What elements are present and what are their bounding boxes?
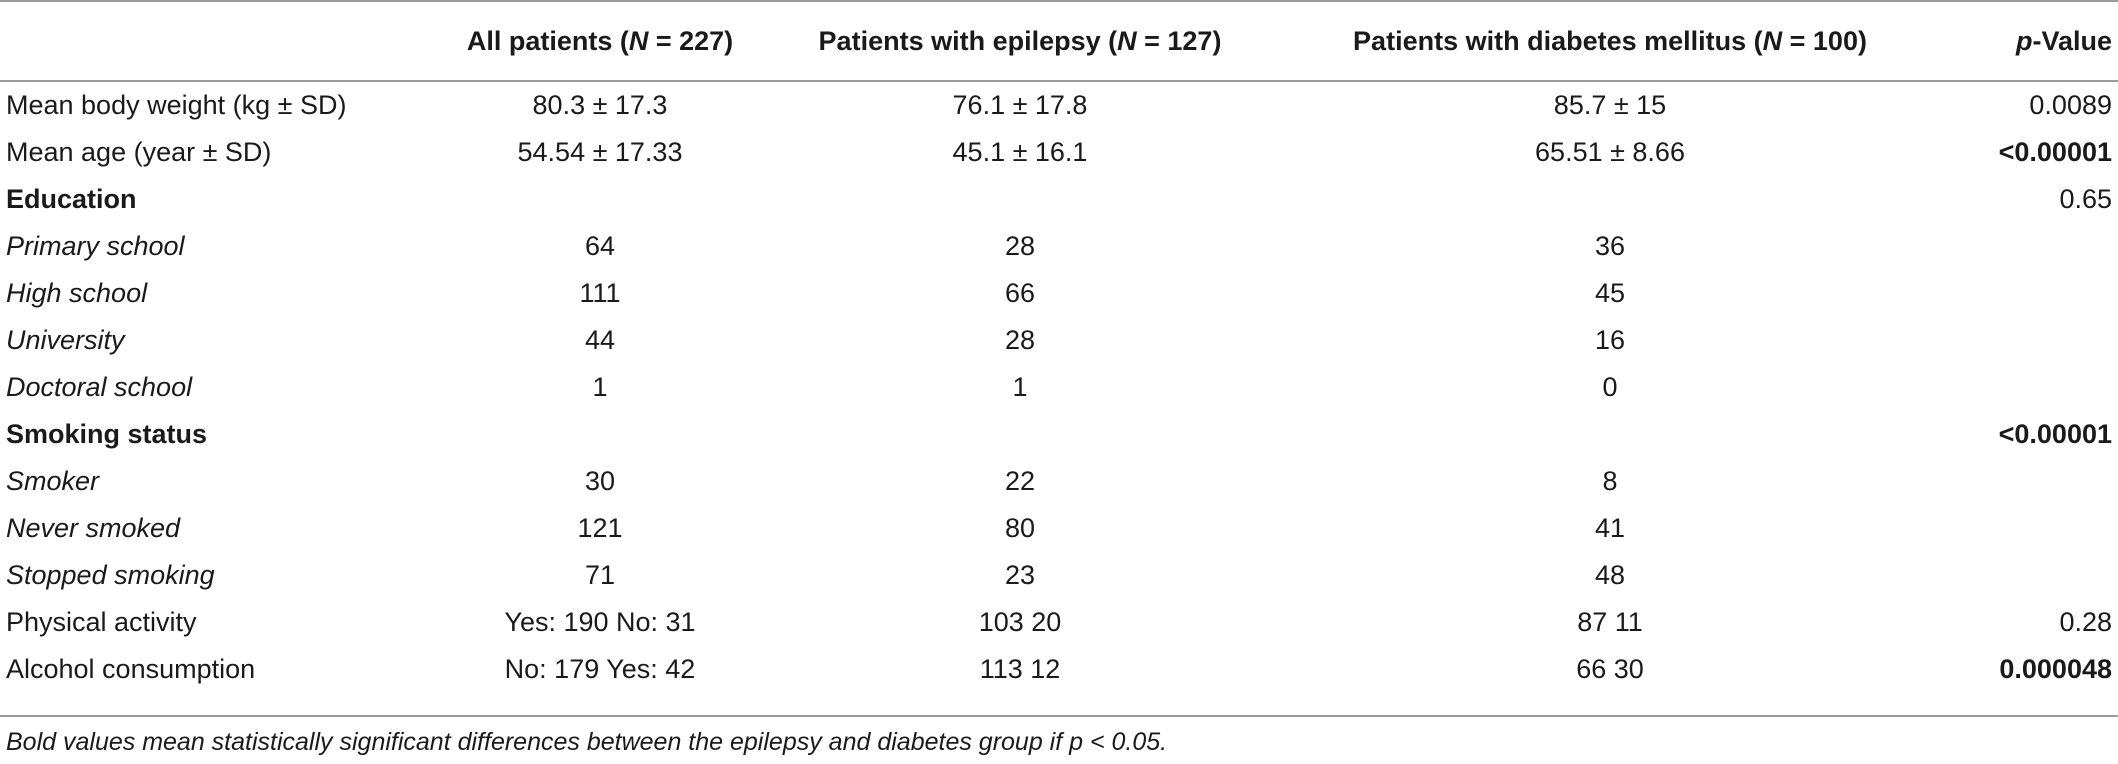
table-row: Mean age (year ± SD) 54.54 ± 17.33 45.1 … [0, 129, 2118, 176]
header-diabetes-patients: Patients with diabetes mellitus (N = 100… [1353, 25, 1867, 56]
header-empty-cell [0, 0, 400, 82]
cell-epilepsy: 66 [1004, 278, 1036, 308]
row-label: Alcohol consumption [6, 654, 256, 684]
table-header-row: All patients (N = 227) Patients with epi… [0, 0, 2118, 82]
table-footnote: Bold values mean statistically significa… [6, 728, 1168, 756]
cell-epilepsy [800, 176, 1240, 223]
cell-p-value [1980, 458, 2118, 505]
cell-all: 64 [584, 231, 616, 261]
row-label: University [6, 325, 125, 355]
cell-diabetes [1240, 176, 1980, 223]
cell-all [400, 411, 800, 458]
cell-diabetes: 45 [1594, 278, 1626, 308]
cell-all: 111 [579, 278, 621, 308]
cell-p-value: <0.00001 [1998, 419, 2112, 449]
section-label: Education [6, 184, 137, 214]
table-top-rule [0, 0, 2118, 2]
cell-all [400, 176, 800, 223]
cell-all: 71 [584, 560, 616, 590]
table-bottom-rule [0, 715, 2118, 717]
row-label: Smoker [6, 466, 100, 496]
cell-diabetes: 0 [1602, 372, 1618, 402]
table-row: University 44 28 16 [0, 317, 2118, 364]
table-row: High school 111 66 45 [0, 270, 2118, 317]
cell-all: 121 [577, 513, 623, 543]
cell-diabetes: 36 [1594, 231, 1626, 261]
cell-diabetes: 41 [1594, 513, 1626, 543]
cell-diabetes: 85.7 ± 15 [1553, 90, 1667, 120]
cell-all: 30 [584, 466, 616, 496]
cell-p-value: 0.0089 [2029, 90, 2112, 120]
header-p-value: p-Value [2015, 25, 2112, 56]
cell-epilepsy: 113 12 [979, 654, 1061, 684]
cell-epilepsy: 45.1 ± 16.1 [952, 137, 1088, 167]
cell-epilepsy: 80 [1004, 513, 1036, 543]
table-row: Mean body weight (kg ± SD) 80.3 ± 17.3 7… [0, 82, 2118, 129]
cell-p-value [1980, 552, 2118, 599]
cell-epilepsy: 76.1 ± 17.8 [952, 90, 1088, 120]
table-row: Primary school 64 28 36 [0, 223, 2118, 270]
table-row: Alcohol consumption No: 179 Yes: 42 113 … [0, 646, 2118, 693]
cell-epilepsy: 22 [1004, 466, 1036, 496]
cell-p-value: 0.000048 [1999, 654, 2112, 684]
table-header-rule [0, 80, 2118, 82]
section-label: Smoking status [6, 419, 208, 449]
header-all-patients: All patients (N = 227) [466, 25, 734, 56]
cell-diabetes: 66 30 [1576, 654, 1644, 684]
row-label: Primary school [6, 231, 185, 261]
row-label: Mean body weight (kg ± SD) [6, 90, 347, 120]
cell-epilepsy: 23 [1004, 560, 1036, 590]
row-label: Doctoral school [6, 372, 193, 402]
table-row: Smoking status <0.00001 [0, 411, 2118, 458]
cell-all: 1 [592, 372, 608, 402]
cell-epilepsy: 103 20 [978, 607, 1062, 637]
table-row: Smoker 30 22 8 [0, 458, 2118, 505]
cell-diabetes: 48 [1594, 560, 1626, 590]
row-label: High school [6, 278, 148, 308]
cell-p-value [1980, 505, 2118, 552]
cell-diabetes: 87 11 [1577, 607, 1643, 637]
cell-p-value [1980, 223, 2118, 270]
cell-all: 80.3 ± 17.3 [532, 90, 668, 120]
cell-p-value [1980, 270, 2118, 317]
cell-epilepsy [800, 411, 1240, 458]
row-label: Mean age (year ± SD) [6, 137, 272, 167]
cell-p-value: 0.65 [2059, 184, 2112, 214]
cell-epilepsy: 28 [1004, 231, 1036, 261]
cell-all: 54.54 ± 17.33 [517, 137, 683, 167]
cell-all: 44 [584, 325, 616, 355]
cell-all: Yes: 190 No: 31 [504, 607, 696, 637]
table-row: Never smoked 121 80 41 [0, 505, 2118, 552]
row-label: Never smoked [6, 513, 181, 543]
cell-diabetes: 16 [1594, 325, 1626, 355]
row-label: Stopped smoking [6, 560, 215, 590]
row-label: Physical activity [6, 607, 197, 637]
cell-diabetes [1240, 411, 1980, 458]
table-row: Education 0.65 [0, 176, 2118, 223]
cell-p-value [1980, 364, 2118, 411]
table-row: Physical activity Yes: 190 No: 31 103 20… [0, 599, 2118, 646]
cell-diabetes: 65.51 ± 8.66 [1535, 137, 1685, 167]
demographics-table: All patients (N = 227) Patients with epi… [0, 0, 2118, 693]
table-row: Doctoral school 1 1 0 [0, 364, 2118, 411]
cell-p-value: 0.28 [2059, 607, 2112, 637]
cell-p-value: <0.00001 [1998, 137, 2112, 167]
header-epilepsy-patients: Patients with epilepsy (N = 127) [818, 25, 1222, 56]
cell-p-value [1980, 317, 2118, 364]
table-row: Stopped smoking 71 23 48 [0, 552, 2118, 599]
cell-epilepsy: 1 [1012, 372, 1028, 402]
cell-all: No: 179 Yes: 42 [504, 654, 696, 684]
cell-epilepsy: 28 [1004, 325, 1036, 355]
cell-diabetes: 8 [1602, 466, 1618, 496]
